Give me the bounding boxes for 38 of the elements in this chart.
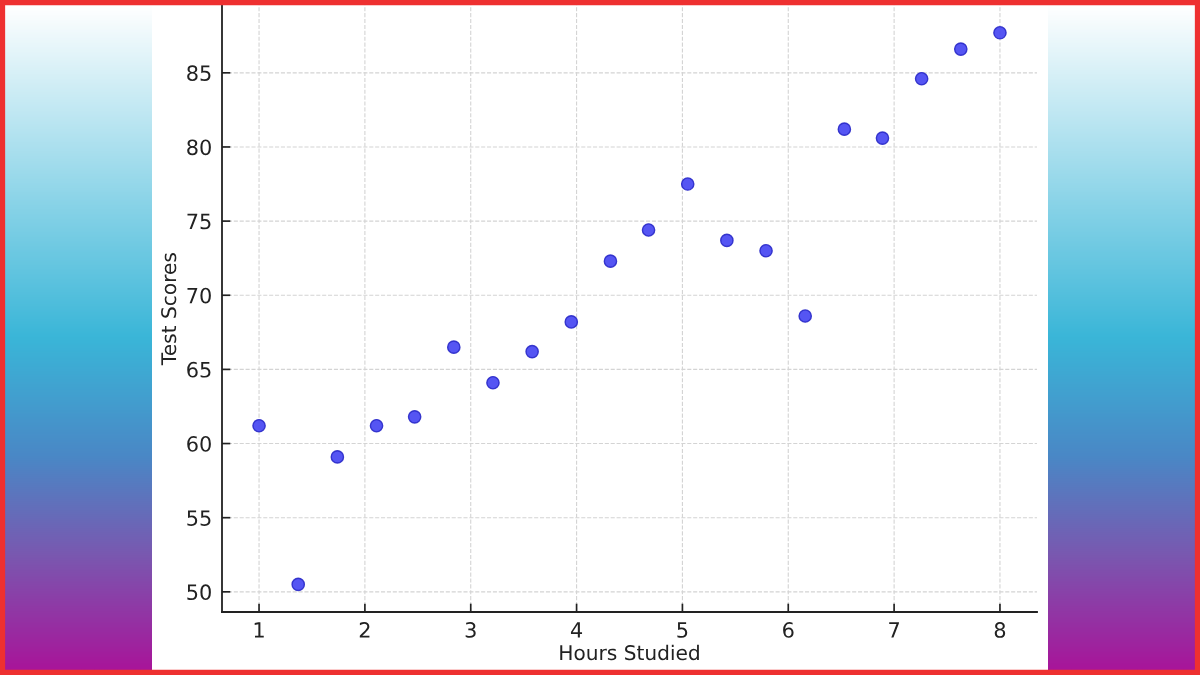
x-tick-label: 8 (994, 622, 1006, 638)
point (680, 177, 695, 191)
x-tick-label: 3 (465, 622, 476, 638)
point (875, 131, 890, 145)
point (330, 450, 345, 464)
x-tick-label: 4 (570, 622, 583, 638)
x-tick-label: 1 (254, 622, 264, 638)
point (369, 418, 384, 433)
point (564, 315, 579, 329)
point (641, 223, 656, 237)
x-tick-label: 5 (677, 622, 688, 638)
x-tick-label: 6 (783, 622, 794, 638)
point (486, 375, 500, 390)
x-axis-title: Hours Studied (560, 644, 699, 661)
x-tick-label: 7 (889, 622, 899, 638)
y-tick-label: 85 (187, 65, 211, 82)
y-tick-label: 50 (187, 584, 211, 601)
point (837, 122, 852, 136)
point (953, 42, 968, 56)
point (407, 410, 422, 424)
x-tick-label: 2 (359, 622, 370, 638)
point (798, 309, 813, 323)
point (993, 25, 1007, 40)
y-axis-title: Test Scores (161, 253, 177, 366)
point (252, 418, 266, 433)
y-tick-label: 65 (187, 361, 211, 378)
y-tick-label: 60 (187, 436, 211, 452)
point (446, 340, 461, 354)
y-tick-label: 75 (187, 213, 211, 230)
point (291, 577, 306, 592)
y-tick-label: 80 (187, 139, 211, 156)
point (525, 344, 539, 359)
y-tick-label: 70 (187, 287, 211, 304)
point (759, 243, 773, 258)
point (603, 254, 618, 268)
y-tick-label: 55 (187, 510, 211, 526)
point (720, 233, 734, 248)
point (914, 71, 929, 86)
